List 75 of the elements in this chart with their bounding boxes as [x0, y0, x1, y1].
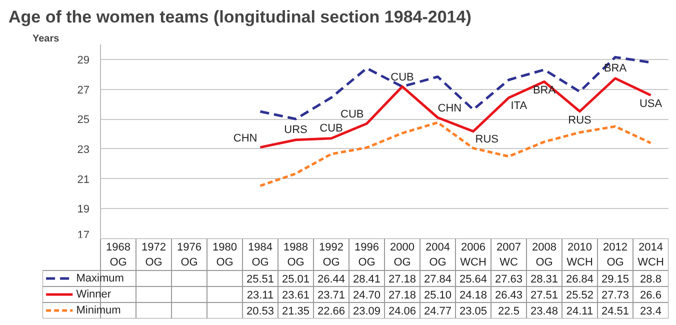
data-label: 25.52	[566, 290, 594, 302]
data-label: 27.51	[530, 290, 558, 302]
legend-label: Maximum	[76, 272, 124, 284]
x-tick-label: 1996 OG	[354, 242, 379, 268]
data-label: 23.4	[640, 306, 662, 318]
data-label: 27.18	[388, 274, 416, 286]
y-tick-label: 29	[77, 54, 90, 66]
data-label: 25.51	[246, 274, 274, 286]
data-label: 24.06	[388, 306, 416, 318]
x-tick-label: 1972 OG	[142, 242, 166, 268]
x-tick-label: 1992 OG	[319, 242, 344, 268]
data-label: 21.35	[282, 306, 310, 318]
data-label: 23.05	[459, 306, 488, 318]
x-tick-label: 2008 OG	[532, 242, 556, 268]
annotation: CUB	[320, 122, 343, 134]
x-tick-label: 2004 OG	[426, 242, 450, 268]
data-label: 28.31	[530, 274, 558, 286]
y-axis-title: Years	[32, 34, 60, 44]
annotation: USA	[639, 98, 663, 110]
data-label: 24.51	[601, 306, 630, 318]
data-label: 25.01	[282, 274, 310, 286]
annotation: RUS	[568, 114, 592, 126]
x-tick-label: 2010 WCH	[566, 242, 593, 268]
data-label: 24.77	[424, 306, 452, 318]
y-tick-label: 25	[77, 114, 90, 126]
x-tick-label: 1980 OG	[212, 242, 237, 268]
y-tick-label: 27	[77, 84, 90, 96]
data-label: 27.18	[388, 290, 416, 302]
data-label: 26.43	[494, 290, 523, 302]
x-tick-label: 1968 OG	[106, 242, 130, 268]
annotation: CUB	[390, 72, 414, 84]
data-label: 22.66	[317, 306, 346, 318]
annotation: CUB	[340, 108, 364, 121]
x-tick-label: 2012 OG	[603, 242, 628, 268]
data-label: 23.48	[530, 306, 558, 318]
data-label: 23.61	[282, 290, 310, 302]
annotation: BRA	[604, 62, 628, 74]
data-label: 26.84	[566, 274, 594, 286]
data-label: 27.63	[494, 274, 523, 286]
data-label: 26.6	[640, 290, 662, 302]
legend-label: Minimum	[76, 304, 121, 316]
data-label: 20.53	[246, 306, 274, 318]
data-label: 23.09	[352, 306, 381, 318]
x-tick-label: 2006 WCH	[460, 242, 486, 268]
y-tick-label: 19	[77, 204, 90, 216]
data-label: 24.18	[459, 290, 488, 302]
x-tick-label: 2014 WCH	[638, 242, 664, 268]
data-label: 24.70	[352, 290, 381, 302]
y-tick-label: 23	[77, 144, 90, 156]
x-tick-label: 2007 WC	[496, 242, 521, 268]
data-label: 22.5	[498, 306, 520, 318]
data-label: 29.15	[601, 274, 630, 286]
legend-label: Winner	[76, 288, 112, 300]
data-label: 26.44	[317, 274, 346, 286]
y-tick-label: 21	[77, 174, 90, 186]
data-label: 25.64	[459, 274, 488, 286]
data-label: 23.11	[246, 290, 274, 302]
x-tick-label: 1984 OG	[248, 242, 272, 268]
annotation: RUS	[475, 133, 498, 146]
annotation: BRA	[532, 84, 556, 97]
annotation: CHN	[438, 102, 462, 115]
x-tick-label: 1988 OG	[284, 242, 308, 268]
annotation: URS	[284, 124, 308, 136]
data-label: 25.10	[424, 290, 452, 302]
data-label: 24.11	[566, 306, 594, 318]
annotation: ITA	[510, 100, 528, 112]
data-label: 28.41	[352, 274, 381, 286]
data-label: 28.8	[640, 274, 662, 286]
x-tick-label: 2000 OG	[390, 242, 414, 268]
chart-title: Age of the women teams (longitudinal section 1984-2014)	[8, 8, 472, 26]
data-label: 27.84	[424, 274, 452, 286]
data-label: 27.73	[601, 290, 630, 302]
annotation: CHN	[233, 132, 258, 144]
x-tick-label: 1976 OG	[177, 242, 202, 268]
data-label: 23.71	[317, 290, 346, 302]
